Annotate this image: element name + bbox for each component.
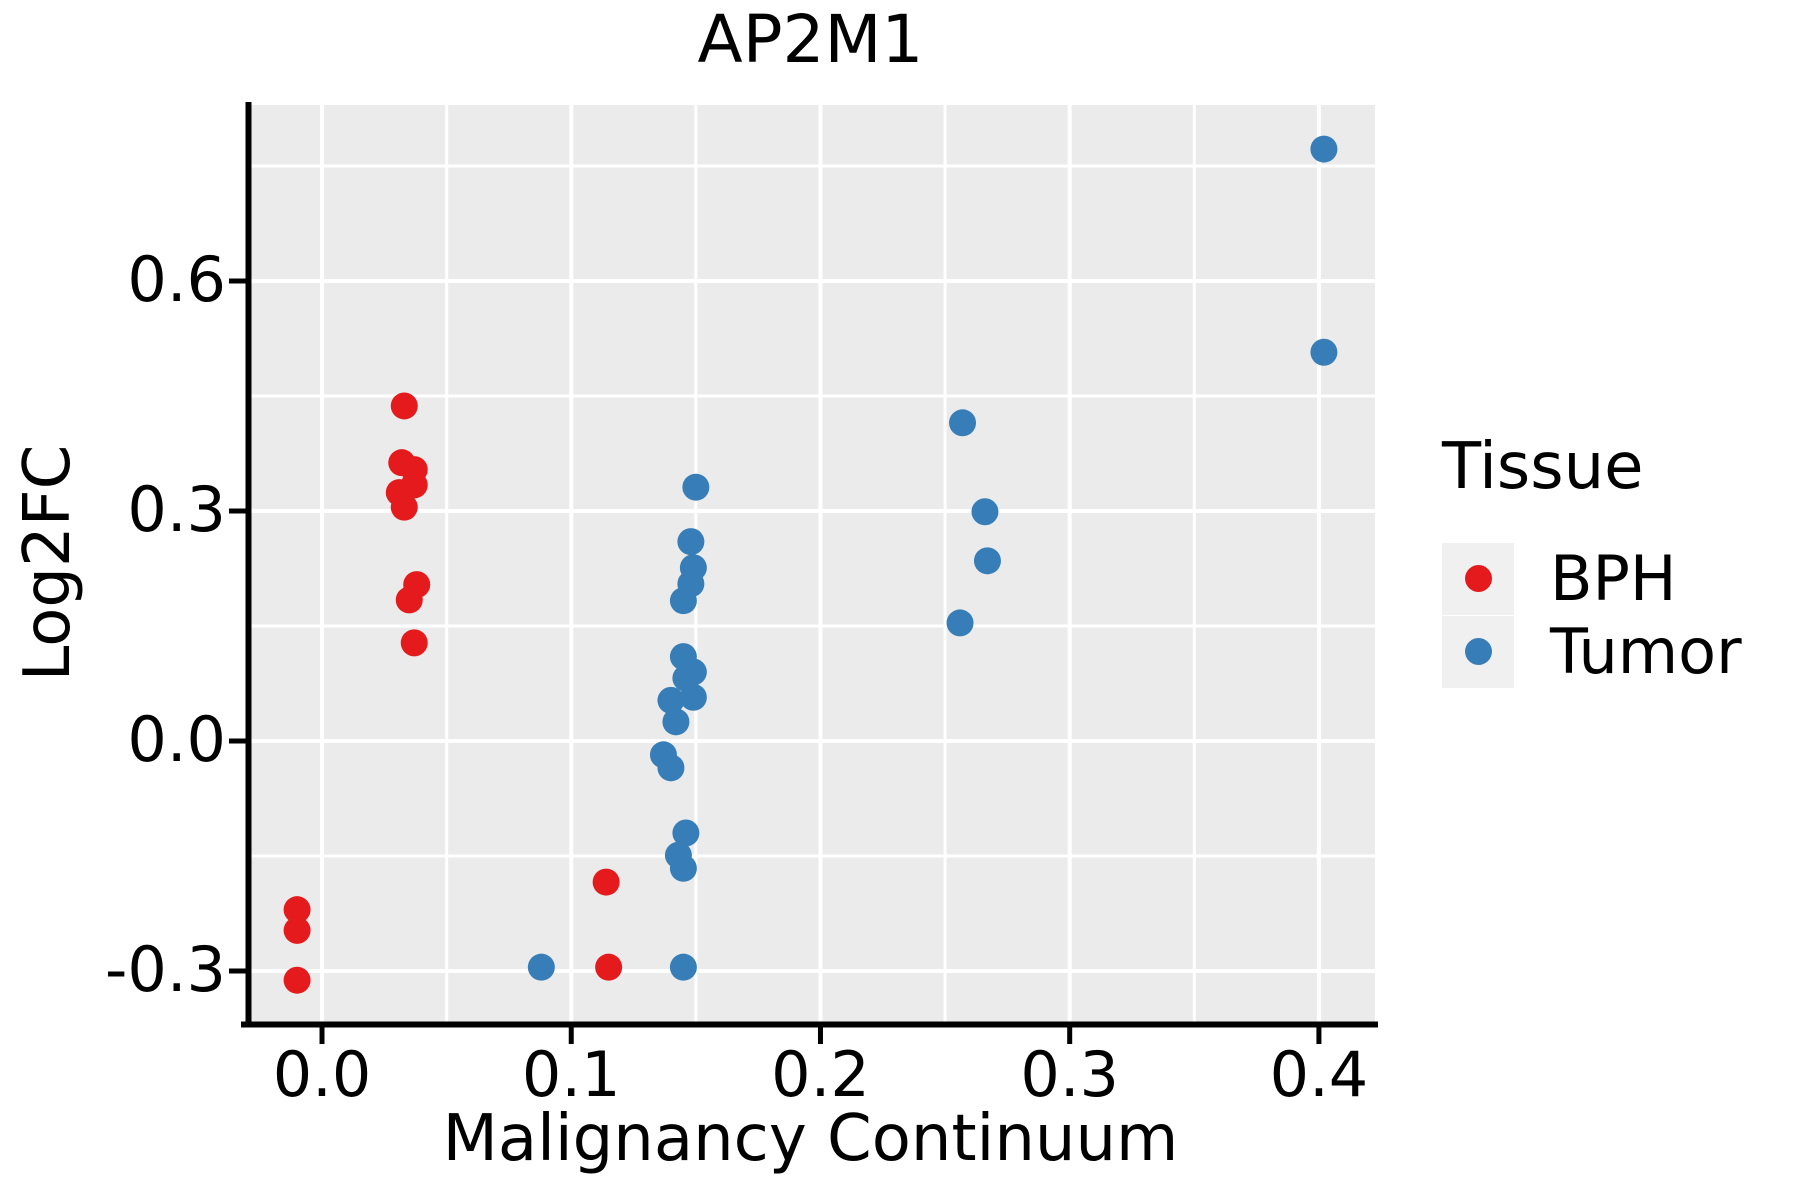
data-point-tumor bbox=[672, 819, 700, 847]
data-point-bph bbox=[283, 966, 311, 994]
data-point-tumor bbox=[1310, 135, 1338, 163]
data-point-bph bbox=[395, 586, 423, 614]
y-tick-label: -0.3 bbox=[105, 933, 226, 1006]
data-point-tumor bbox=[971, 498, 999, 526]
legend-item-bph: BPH bbox=[1442, 542, 1742, 615]
y-tick-label: 0.6 bbox=[127, 242, 226, 316]
data-point-tumor bbox=[682, 473, 710, 501]
y-tick-label: 0.3 bbox=[127, 472, 226, 546]
data-point-bph bbox=[595, 953, 623, 981]
data-point-tumor bbox=[946, 609, 974, 637]
legend-key-swatch bbox=[1442, 615, 1514, 688]
legend-item-tumor: Tumor bbox=[1442, 615, 1742, 688]
data-point-tumor bbox=[527, 953, 555, 981]
data-point-bph bbox=[390, 493, 418, 521]
panel-background bbox=[246, 105, 1375, 1022]
legend-item-label: Tumor bbox=[1550, 615, 1742, 688]
data-point-tumor bbox=[1310, 338, 1338, 366]
data-point-tumor bbox=[662, 708, 690, 736]
data-point-tumor bbox=[973, 547, 1001, 575]
legend-items: BPH Tumor bbox=[1442, 542, 1742, 688]
data-point-tumor bbox=[657, 686, 685, 714]
data-point-tumor bbox=[679, 683, 707, 711]
x-tick-label: 0.0 bbox=[272, 1038, 372, 1111]
chart-title: AP2M1 bbox=[697, 1, 924, 78]
legend-dot-icon bbox=[1464, 565, 1492, 592]
data-point-bph bbox=[400, 629, 428, 657]
data-point-bph bbox=[390, 392, 418, 420]
data-point-tumor bbox=[677, 528, 705, 556]
data-point-tumor bbox=[669, 953, 697, 981]
x-tick-label: 0.2 bbox=[771, 1038, 870, 1111]
legend-title: Tissue bbox=[1442, 430, 1644, 504]
data-point-bph bbox=[592, 868, 620, 896]
data-point-tumor bbox=[669, 854, 697, 882]
data-point-tumor bbox=[949, 409, 977, 437]
legend-key-swatch bbox=[1442, 542, 1514, 615]
legend-dot-icon bbox=[1464, 638, 1492, 665]
y-tick-label: 0.0 bbox=[127, 702, 226, 776]
x-tick-label: 0.4 bbox=[1269, 1038, 1369, 1111]
data-point-bph bbox=[283, 916, 311, 944]
data-point-bph bbox=[283, 896, 311, 924]
data-point-tumor bbox=[669, 587, 697, 615]
data-point-tumor bbox=[657, 754, 685, 782]
x-tick-label: 0.3 bbox=[1020, 1038, 1119, 1111]
x-axis-title: Malignancy Continuum bbox=[442, 1102, 1179, 1176]
x-tick-label: 0.1 bbox=[521, 1038, 621, 1111]
legend: Tissue BPH Tumor bbox=[1442, 430, 1742, 688]
legend-item-label: BPH bbox=[1550, 542, 1677, 615]
